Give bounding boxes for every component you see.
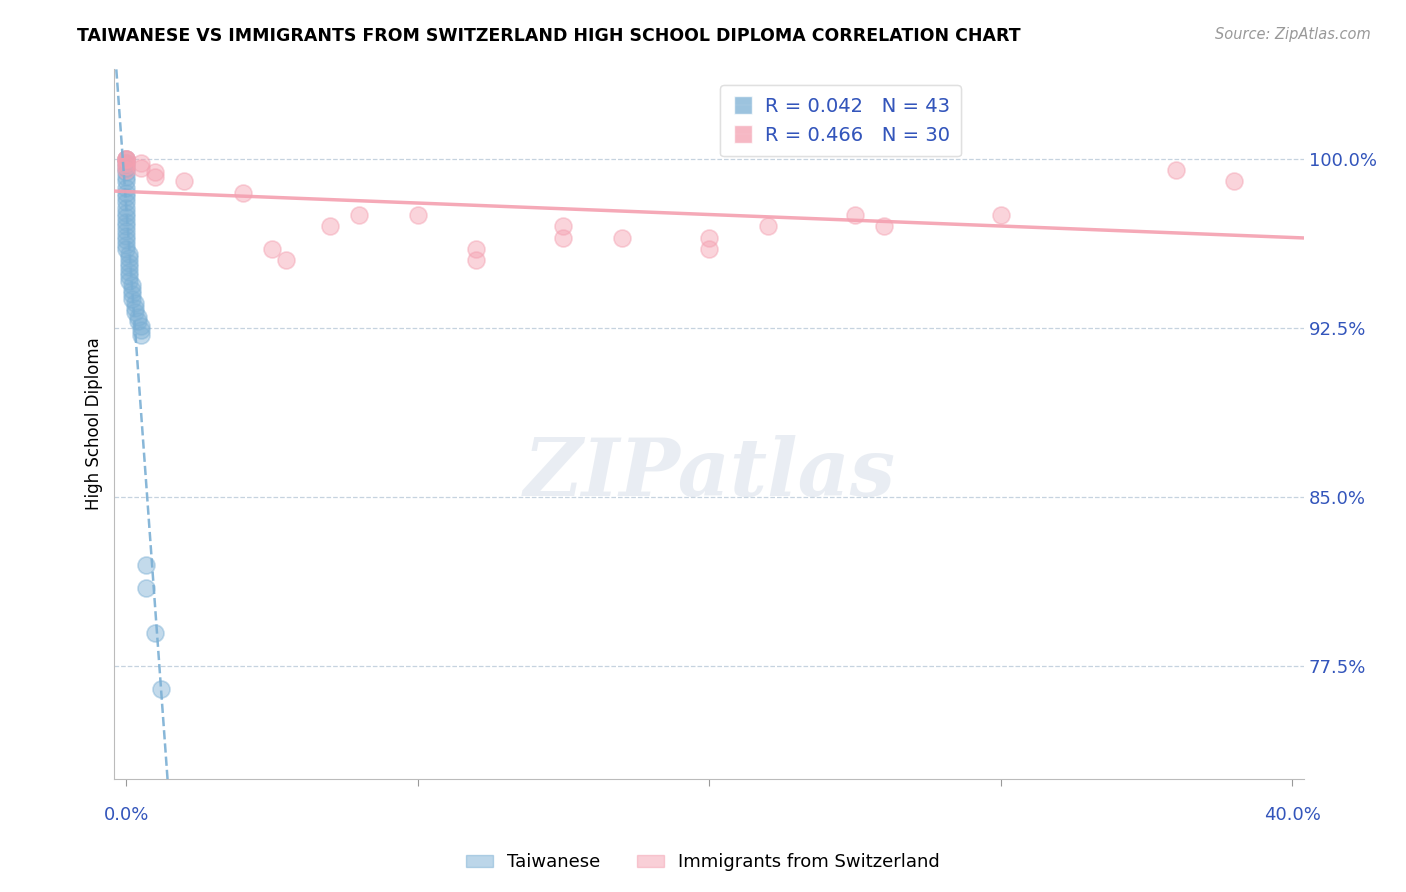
Point [1164, 163, 1187, 178]
Point [260, 242, 283, 256]
Point [349, 208, 371, 222]
Point [465, 242, 488, 256]
Point [115, 163, 138, 178]
Point [553, 231, 575, 245]
Point [127, 314, 149, 328]
Y-axis label: High School Diploma: High School Diploma [86, 337, 103, 510]
Point [115, 202, 138, 216]
Point [465, 253, 488, 268]
Point [124, 301, 146, 315]
Point [232, 186, 254, 200]
Point [118, 260, 141, 274]
Text: 40.0%: 40.0% [1264, 806, 1320, 824]
Point [115, 237, 138, 252]
Point [1223, 174, 1246, 188]
Point [121, 283, 143, 297]
Point [115, 152, 138, 166]
Point [129, 323, 152, 337]
Point [697, 231, 720, 245]
Point [143, 169, 166, 184]
Point [143, 165, 166, 179]
Text: Source: ZipAtlas.com: Source: ZipAtlas.com [1215, 27, 1371, 42]
Point [115, 233, 138, 247]
Point [115, 169, 138, 184]
Point [118, 274, 141, 288]
Point [124, 305, 146, 319]
Legend: R = 0.042   N = 43, R = 0.466   N = 30: R = 0.042 N = 43, R = 0.466 N = 30 [720, 86, 962, 156]
Point [150, 681, 173, 696]
Legend: Taiwanese, Immigrants from Switzerland: Taiwanese, Immigrants from Switzerland [458, 847, 948, 879]
Point [406, 208, 429, 222]
Point [121, 278, 143, 293]
Point [115, 194, 138, 209]
Point [115, 152, 138, 166]
Point [115, 219, 138, 234]
Point [135, 558, 157, 572]
Text: ZIPatlas: ZIPatlas [523, 435, 896, 512]
Point [121, 287, 143, 301]
Point [990, 208, 1012, 222]
Point [118, 269, 141, 284]
Point [143, 625, 166, 640]
Point [276, 253, 298, 268]
Text: TAIWANESE VS IMMIGRANTS FROM SWITZERLAND HIGH SCHOOL DIPLOMA CORRELATION CHART: TAIWANESE VS IMMIGRANTS FROM SWITZERLAND… [77, 27, 1021, 45]
Point [173, 174, 195, 188]
Point [115, 152, 138, 166]
Point [873, 219, 896, 234]
Point [118, 251, 141, 265]
Point [115, 228, 138, 243]
Point [610, 231, 633, 245]
Point [115, 174, 138, 188]
Point [115, 181, 138, 195]
Point [319, 219, 342, 234]
Point [127, 310, 149, 324]
Point [756, 219, 779, 234]
Point [124, 296, 146, 310]
Point [115, 165, 138, 179]
Point [115, 224, 138, 238]
Point [135, 581, 157, 595]
Point [121, 292, 143, 306]
Point [115, 242, 138, 256]
Point [115, 159, 138, 173]
Point [115, 215, 138, 229]
Text: 0.0%: 0.0% [104, 806, 149, 824]
Point [115, 206, 138, 220]
Point [115, 211, 138, 225]
Point [115, 156, 138, 170]
Point [129, 156, 152, 170]
Point [115, 156, 138, 170]
Point [115, 152, 138, 166]
Point [553, 219, 575, 234]
Point [115, 161, 138, 175]
Point [115, 190, 138, 204]
Point [697, 242, 720, 256]
Point [844, 208, 866, 222]
Point [118, 246, 141, 260]
Point [115, 186, 138, 200]
Point [129, 327, 152, 342]
Point [118, 264, 141, 278]
Point [129, 318, 152, 333]
Point [118, 255, 141, 269]
Point [129, 161, 152, 175]
